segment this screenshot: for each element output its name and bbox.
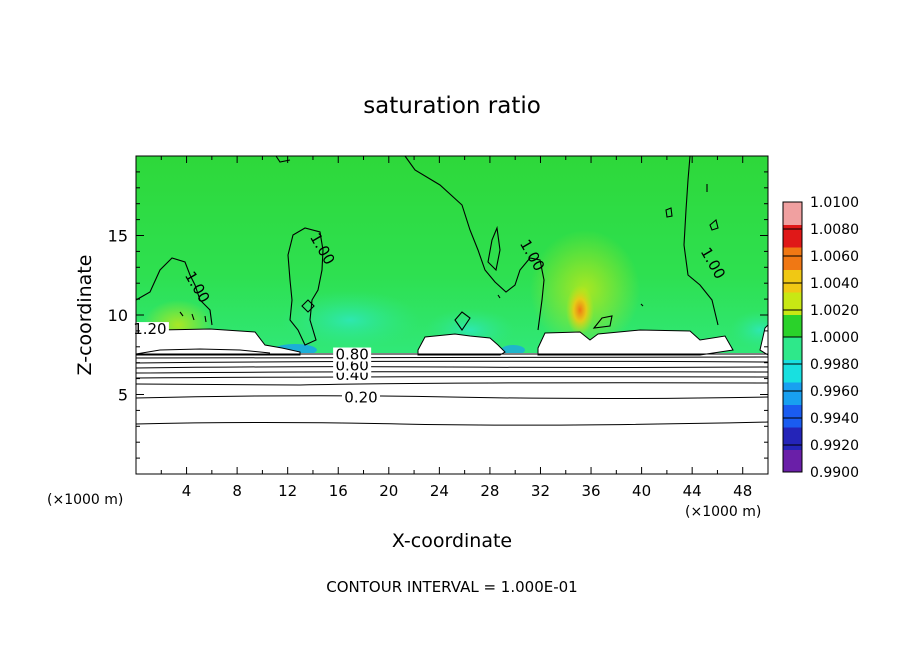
contour-line <box>135 395 769 399</box>
contour-line <box>497 294 501 299</box>
x-tick-label: 32 <box>531 482 550 500</box>
colorbar: 0.9900 0.9920 0.9940 0.9960 0.9980 1.0000 1.00… <box>782 195 859 481</box>
cloud-region <box>417 333 506 356</box>
contour-line <box>640 303 644 307</box>
contour-interval-note: CONTOUR INTERVAL = 1.000E-01 <box>326 578 577 596</box>
x-tick-label: 44 <box>683 482 702 500</box>
colorbar-tick-label: 1.0060 <box>810 249 859 265</box>
cloud-layer <box>135 323 769 356</box>
contour-line <box>135 421 769 426</box>
contour-lines <box>135 155 719 346</box>
y-tick-label: 5 <box>118 386 128 405</box>
x-unit-note-right: (×1000 m) <box>685 504 761 520</box>
contour-line <box>709 219 719 231</box>
contour-line <box>454 311 471 331</box>
field-dry-patch <box>280 290 420 350</box>
contour-line <box>135 376 769 379</box>
colorbar-tick-label: 0.9900 <box>810 465 859 481</box>
contour-lines <box>135 348 769 426</box>
colorbar-tick-label: 0.9960 <box>810 384 859 400</box>
contour-line <box>135 366 769 369</box>
x-axis-title: X-coordinate <box>392 530 512 552</box>
contour-label-background <box>130 322 169 337</box>
colorbar-swatch <box>783 202 802 225</box>
contour-line <box>275 155 291 163</box>
contour-line <box>135 371 769 374</box>
cloud-region <box>135 328 301 356</box>
contour-line <box>683 155 719 326</box>
colorbar-tick-label: 1.0020 <box>810 303 859 319</box>
contour-line <box>135 382 769 386</box>
field-dry-patch <box>730 310 768 350</box>
contour-label: 0.80 <box>335 346 368 364</box>
colorbar-swatch <box>783 292 802 315</box>
colorbar-swatch <box>783 427 802 450</box>
colorbar-tick-label: 0.9940 <box>810 411 859 427</box>
x-axis: 4 8 12 16 20 24 28 32 36 40 44 48 <box>160 156 752 500</box>
field-subsaturated-blue <box>501 345 525 353</box>
colorbar-swatch <box>783 449 802 473</box>
colorbar-tick-label: 0.9920 <box>810 438 859 454</box>
contour-label: 1.20 <box>133 320 166 338</box>
contour-line <box>179 311 207 323</box>
chart-title: saturation ratio <box>363 93 541 119</box>
colorbar-swatch <box>783 224 802 248</box>
colorbar-tick-label: 1.0040 <box>810 276 859 292</box>
colorbar-tick-label: 1.0080 <box>810 222 859 238</box>
y-tick-label: 15 <box>108 227 128 246</box>
y-axis: 5 10 15 <box>108 171 768 459</box>
colorbar-swatch <box>783 337 802 360</box>
x-tick-label: 8 <box>232 482 242 500</box>
colorbar-swatch <box>783 314 802 338</box>
colorbar-tick-label: 1.0100 <box>810 195 859 211</box>
x-tick-label: 40 <box>632 482 651 500</box>
contour-line <box>487 225 501 272</box>
x-tick-label: 4 <box>182 482 192 500</box>
contour-line <box>665 207 673 218</box>
colorbar-swatch <box>783 269 802 293</box>
x-tick-label: 28 <box>480 482 499 500</box>
y-axis-title: Z-coordinate <box>74 255 96 376</box>
colorbar-tick-label: 0.9980 <box>810 357 859 373</box>
x-tick-label: 24 <box>430 482 449 500</box>
contour-line <box>135 257 213 326</box>
contour-line <box>135 360 769 364</box>
contour-label: 0.20 <box>344 388 377 406</box>
x-tick-label: 12 <box>278 482 297 500</box>
colorbar-swatch <box>783 382 802 405</box>
contour-label-background <box>333 347 372 362</box>
x-tick-label: 16 <box>329 482 348 500</box>
x-tick-label: 48 <box>733 482 752 500</box>
colorbar-swatch <box>783 247 802 270</box>
x-unit-note-left: (×1000 m) <box>47 492 123 508</box>
contour-label-background <box>333 358 372 373</box>
colorbar-swatch <box>783 359 802 383</box>
y-tick-label: 10 <box>108 306 128 325</box>
contour-line <box>135 348 271 355</box>
contour-line <box>287 227 324 346</box>
cloud-region <box>537 329 734 356</box>
colorbar-tick-label: 1.0000 <box>810 330 859 346</box>
contour-line <box>135 356 769 359</box>
contour-line <box>592 315 613 329</box>
field-supersaturation-peak <box>566 285 594 335</box>
x-tick-label: 36 <box>581 482 600 500</box>
contour-label-background <box>341 390 380 405</box>
colorbar-swatch <box>783 404 802 428</box>
x-tick-label: 20 <box>379 482 398 500</box>
contour-line <box>301 299 315 313</box>
contour-line <box>404 155 545 331</box>
